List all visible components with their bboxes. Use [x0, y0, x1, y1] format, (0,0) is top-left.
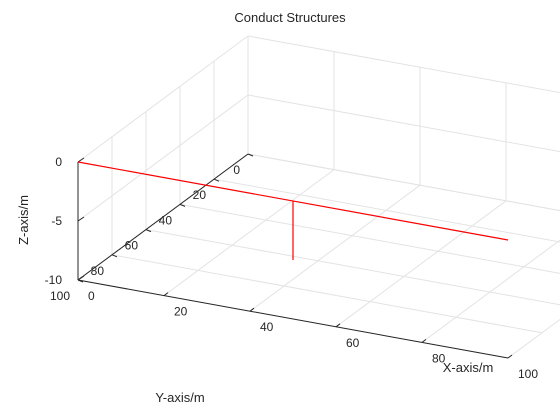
grid-line [179, 203, 560, 274]
x-tick-label: 40 [260, 320, 274, 334]
grid-line [247, 94, 560, 153]
y-tick-mark [213, 178, 220, 182]
y-tick-label: 40 [159, 213, 173, 227]
grid-line [247, 153, 560, 212]
grid-line [111, 254, 543, 334]
y-tick-mark [77, 279, 84, 283]
grid-line [77, 35, 249, 163]
z-tick-mark [77, 157, 85, 163]
z-tick-label: 0 [55, 155, 62, 169]
y-axis-line [77, 153, 249, 281]
grid-line [247, 153, 560, 212]
y-tick-label: 60 [125, 239, 139, 253]
z-tick-mark [77, 275, 85, 281]
grid-line [163, 169, 335, 297]
x-tick-label: 60 [346, 336, 360, 350]
z-axis-label: Z-axis/m [16, 195, 31, 245]
z-tick-mark [77, 216, 85, 222]
x-tick-label: 20 [174, 305, 188, 319]
grid-line [145, 229, 560, 306]
y-tick-mark [247, 153, 254, 157]
y-tick-mark [111, 254, 118, 258]
x-tick-mark [163, 292, 169, 297]
z-tick-label: -5 [51, 214, 62, 228]
tick-labels: 0 20 40 60 80 100 0 20 40 60 80 100 -10 -5 0 [45, 155, 539, 381]
y-tick-mark [145, 229, 152, 233]
y-tick-label: 20 [193, 188, 207, 202]
grid-line [213, 178, 560, 243]
grid-line [335, 200, 507, 328]
y-axis-label: Y-axis/m [155, 390, 204, 405]
x-tick-mark [421, 338, 427, 343]
grid-line [507, 318, 560, 359]
axes [77, 153, 513, 359]
z-tick-label: -10 [45, 273, 63, 287]
x-tick-label: 80 [432, 351, 446, 365]
y-tick-mark [179, 203, 186, 207]
grid-lines [77, 35, 560, 359]
x-tick-mark [335, 323, 341, 328]
grid-line [77, 94, 249, 222]
grid-line [249, 184, 421, 312]
x-axis-line [77, 279, 509, 359]
x-tick-label: 100 [518, 367, 538, 381]
y-tick-label: 100 [50, 289, 70, 303]
y-tick-label: 80 [91, 264, 105, 278]
chart-title: Conduct Structures [234, 10, 346, 25]
data-series [77, 161, 509, 260]
x-axis-label: X-axis/m [443, 360, 494, 375]
x-tick-mark [249, 307, 255, 312]
grid-line [421, 239, 560, 343]
grid-line [247, 35, 560, 94]
y-tick-label: 0 [233, 163, 240, 177]
x-tick-label: 0 [88, 289, 95, 303]
x-tick-mark [507, 354, 513, 359]
